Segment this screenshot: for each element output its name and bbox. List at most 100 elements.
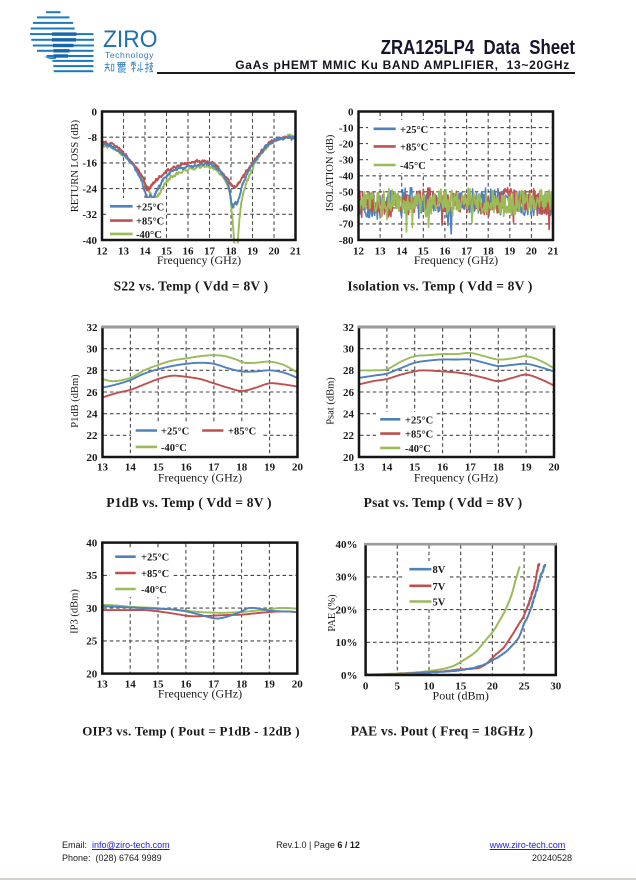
svg-text:19: 19 <box>247 246 259 258</box>
svg-text:20: 20 <box>292 462 304 474</box>
svg-text:P1dB (dBm): P1dB (dBm) <box>70 374 81 428</box>
svg-text:16: 16 <box>439 246 451 258</box>
svg-text:+25°C: +25°C <box>141 553 169 564</box>
svg-text:-40°C: -40°C <box>161 443 187 454</box>
svg-text:30%: 30% <box>336 572 358 584</box>
svg-text:P1dB vs. Temp ( Vdd = 8V ): P1dB vs. Temp ( Vdd = 8V ) <box>106 495 271 510</box>
svg-text:Frequency (GHz): Frequency (GHz) <box>158 687 242 701</box>
svg-text:20: 20 <box>526 246 538 258</box>
svg-text:-40°C: -40°C <box>405 444 431 455</box>
svg-text:Frequency (GHz): Frequency (GHz) <box>157 253 241 267</box>
svg-text:13: 13 <box>97 462 109 474</box>
svg-text:Frequency (GHz): Frequency (GHz) <box>414 471 498 485</box>
svg-text:21: 21 <box>548 246 559 258</box>
svg-text:20: 20 <box>86 668 98 680</box>
svg-text:20: 20 <box>292 679 304 691</box>
svg-text:18: 18 <box>226 246 238 258</box>
svg-text:0: 0 <box>92 106 98 118</box>
svg-text:+85°C: +85°C <box>405 430 433 441</box>
svg-text:-32: -32 <box>82 209 97 221</box>
svg-text:16: 16 <box>183 246 195 258</box>
svg-text:15: 15 <box>418 246 430 258</box>
svg-text:15: 15 <box>153 679 165 691</box>
svg-text:16: 16 <box>181 462 193 474</box>
svg-text:20: 20 <box>549 462 561 474</box>
svg-text:19: 19 <box>504 246 516 258</box>
svg-text:15: 15 <box>153 462 165 474</box>
svg-text:Psat (dBm): Psat (dBm) <box>326 377 337 425</box>
svg-text:+85°C: +85°C <box>400 142 428 153</box>
svg-text:Psat vs. Temp ( Vdd = 8V ): Psat vs. Temp ( Vdd = 8V ) <box>364 495 523 510</box>
svg-text:15: 15 <box>161 246 173 258</box>
svg-text:-24: -24 <box>82 183 97 195</box>
svg-text:S22 vs. Temp ( Vdd = 8V ): S22 vs. Temp ( Vdd = 8V ) <box>114 279 269 294</box>
svg-text:21: 21 <box>290 246 301 258</box>
svg-text:20: 20 <box>87 452 99 464</box>
svg-text:-16: -16 <box>82 158 97 170</box>
svg-text:22: 22 <box>87 430 99 442</box>
svg-text:18: 18 <box>236 462 248 474</box>
svg-text:Isolation vs. Temp ( Vdd = 8V: Isolation vs. Temp ( Vdd = 8V ) <box>347 279 532 294</box>
svg-text:20: 20 <box>487 681 499 693</box>
svg-text:13: 13 <box>354 462 366 474</box>
svg-text:-45°C: -45°C <box>400 161 426 172</box>
svg-text:26: 26 <box>87 387 99 399</box>
svg-text:-10: -10 <box>339 122 354 134</box>
svg-text:32: 32 <box>87 322 99 334</box>
svg-text:19: 19 <box>264 679 276 691</box>
svg-text:24: 24 <box>343 409 355 421</box>
svg-text:13: 13 <box>118 246 130 258</box>
svg-text:7V: 7V <box>433 582 446 593</box>
svg-text:15: 15 <box>409 462 421 474</box>
svg-text:12: 12 <box>353 246 365 258</box>
svg-text:32: 32 <box>343 322 355 334</box>
svg-text:20: 20 <box>269 246 281 258</box>
svg-text:15: 15 <box>455 681 467 693</box>
svg-text:-20: -20 <box>339 138 354 150</box>
svg-text:20: 20 <box>343 452 355 464</box>
svg-text:-70: -70 <box>339 219 354 231</box>
svg-text:13: 13 <box>375 246 387 258</box>
svg-text:OIP3 vs. Temp ( Pout = P1dB -: OIP3 vs. Temp ( Pout = P1dB - 12dB ) <box>82 724 300 739</box>
svg-text:-40°C: -40°C <box>141 585 167 596</box>
svg-text:25: 25 <box>86 636 98 648</box>
svg-text:+85°C: +85°C <box>136 217 164 228</box>
svg-text:26: 26 <box>343 387 355 399</box>
svg-text:14: 14 <box>125 679 137 691</box>
svg-text:ISOLATION (dB): ISOLATION (dB) <box>325 134 336 211</box>
svg-text:-30: -30 <box>339 155 354 167</box>
svg-text:8V: 8V <box>433 565 446 576</box>
svg-text:0%: 0% <box>341 670 358 682</box>
svg-text:+85°C: +85°C <box>141 569 169 580</box>
svg-text:-8: -8 <box>88 132 98 144</box>
svg-text:40%: 40% <box>336 539 358 551</box>
svg-text:10: 10 <box>424 681 436 693</box>
svg-text:18: 18 <box>483 246 495 258</box>
svg-text:14: 14 <box>125 462 137 474</box>
svg-text:28: 28 <box>87 365 99 377</box>
svg-text:PAE (%): PAE (%) <box>327 594 338 632</box>
svg-text:17: 17 <box>461 246 473 258</box>
svg-text:14: 14 <box>396 246 408 258</box>
svg-text:24: 24 <box>87 409 99 421</box>
svg-text:Frequency (GHz): Frequency (GHz) <box>414 253 498 267</box>
svg-text:18: 18 <box>236 679 248 691</box>
svg-text:14: 14 <box>381 462 393 474</box>
svg-text:12: 12 <box>97 246 109 258</box>
svg-text:-60: -60 <box>339 203 354 215</box>
svg-text:17: 17 <box>208 679 220 691</box>
svg-text:17: 17 <box>208 462 220 474</box>
svg-text:13: 13 <box>97 679 109 691</box>
svg-text:30: 30 <box>550 681 562 693</box>
svg-text:+25°C: +25°C <box>400 125 428 136</box>
svg-text:40: 40 <box>86 537 98 549</box>
svg-text:17: 17 <box>204 246 216 258</box>
svg-text:PAE vs. Pout ( Freq = 18GHz ): PAE vs. Pout ( Freq = 18GHz ) <box>351 724 533 739</box>
svg-text:Pout (dBm): Pout (dBm) <box>433 689 489 703</box>
svg-text:20%: 20% <box>336 604 358 616</box>
svg-text:30: 30 <box>86 603 98 615</box>
svg-text:18: 18 <box>493 462 505 474</box>
svg-text:IP3 (dBm): IP3 (dBm) <box>70 589 81 634</box>
svg-text:28: 28 <box>343 365 355 377</box>
svg-text:+25°C: +25°C <box>136 202 164 213</box>
